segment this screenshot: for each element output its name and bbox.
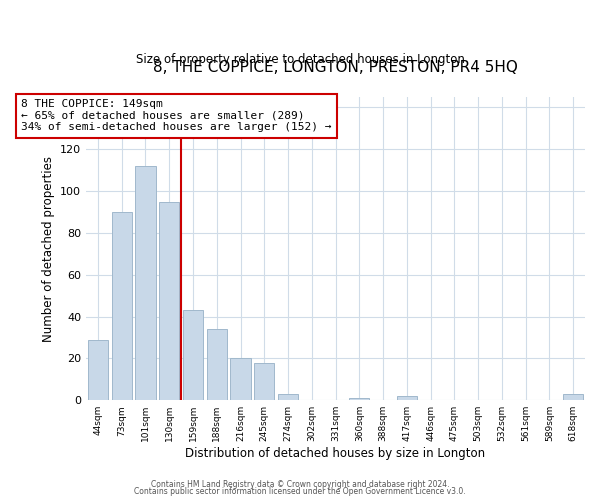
Bar bbox=[397, 396, 417, 400]
Title: 8, THE COPPICE, LONGTON, PRESTON, PR4 5HQ: 8, THE COPPICE, LONGTON, PRESTON, PR4 5H… bbox=[153, 60, 518, 75]
Bar bbox=[230, 358, 251, 400]
Text: Contains public sector information licensed under the Open Government Licence v3: Contains public sector information licen… bbox=[134, 487, 466, 496]
Text: Contains HM Land Registry data © Crown copyright and database right 2024.: Contains HM Land Registry data © Crown c… bbox=[151, 480, 449, 489]
Bar bbox=[112, 212, 132, 400]
Text: Size of property relative to detached houses in Longton: Size of property relative to detached ho… bbox=[136, 52, 464, 66]
Bar bbox=[206, 329, 227, 400]
Y-axis label: Number of detached properties: Number of detached properties bbox=[41, 156, 55, 342]
Bar bbox=[254, 362, 274, 400]
Bar bbox=[278, 394, 298, 400]
Bar bbox=[563, 394, 583, 400]
Text: 8 THE COPPICE: 149sqm
← 65% of detached houses are smaller (289)
34% of semi-det: 8 THE COPPICE: 149sqm ← 65% of detached … bbox=[21, 99, 332, 132]
Bar bbox=[183, 310, 203, 400]
Bar bbox=[349, 398, 370, 400]
Bar bbox=[159, 202, 179, 400]
Bar bbox=[88, 340, 108, 400]
Bar bbox=[136, 166, 155, 400]
X-axis label: Distribution of detached houses by size in Longton: Distribution of detached houses by size … bbox=[185, 447, 485, 460]
